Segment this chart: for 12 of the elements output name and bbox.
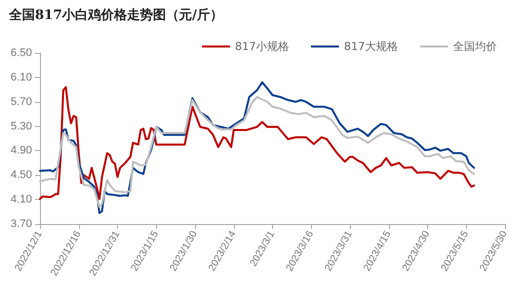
y-tick-label: 5.30 <box>10 120 32 132</box>
y-tick-label: 6.10 <box>10 71 32 84</box>
chart-title: 全国817小白鸡价格走势图（元/斤） <box>8 7 223 23</box>
y-tick-label: 6.50 <box>10 47 32 59</box>
y-tick-label: 4.50 <box>10 169 32 182</box>
legend-label: 817大规格 <box>344 40 398 53</box>
legend-label: 全国均价 <box>453 40 497 53</box>
y-tick-label: 3.70 <box>10 218 32 230</box>
y-tick-label: 4.10 <box>10 194 32 206</box>
y-tick-label: 4.90 <box>10 144 32 157</box>
y-tick-label: 5.70 <box>10 96 32 108</box>
legend-label: 817小规格 <box>235 40 290 53</box>
